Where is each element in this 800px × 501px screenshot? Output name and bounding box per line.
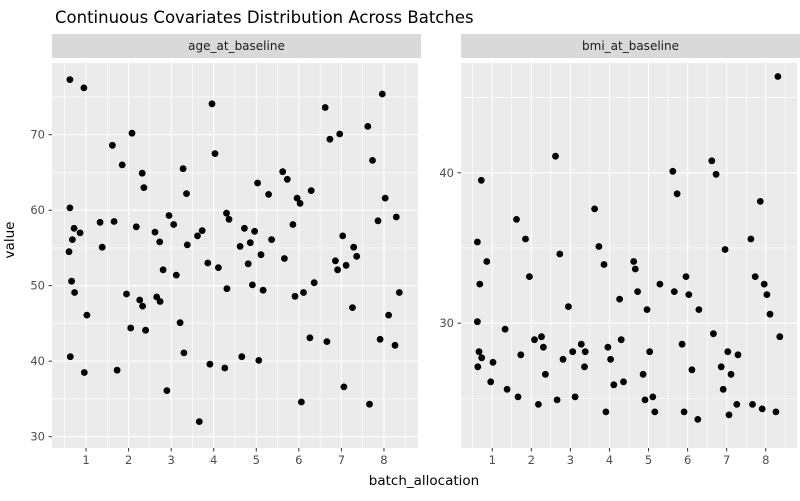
x-axis-label: batch_allocation: [368, 473, 480, 489]
svg-text:1: 1: [489, 453, 496, 467]
facet-strip-bmi-label: bmi_at_baseline: [582, 39, 679, 53]
scatter-panel-age: 1 2 3 4 5 6 7 8 30 40 50 60 70: [30, 63, 418, 467]
facet-bmi: bmi_at_baseline 1 2 3 4 5 6 7 8 30 40: [431, 34, 800, 470]
svg-text:60: 60: [30, 203, 45, 217]
svg-text:3: 3: [167, 453, 174, 467]
svg-text:4: 4: [606, 453, 613, 467]
svg-text:7: 7: [338, 453, 345, 467]
y-axis-label: value: [2, 221, 18, 259]
svg-text:2: 2: [125, 453, 132, 467]
svg-text:8: 8: [762, 453, 769, 467]
svg-text:30: 30: [30, 430, 45, 444]
svg-text:4: 4: [210, 453, 217, 467]
svg-text:8: 8: [380, 453, 387, 467]
svg-text:6: 6: [684, 453, 691, 467]
svg-text:6: 6: [295, 453, 302, 467]
svg-text:5: 5: [645, 453, 652, 467]
facet-grid: value age_at_baseline 1 2 3 4 5 6 7 8 30 40 50 60 70…: [0, 34, 800, 472]
facet-strip-age: age_at_baseline: [52, 34, 421, 58]
svg-text:5: 5: [253, 453, 260, 467]
svg-text:40: 40: [439, 166, 454, 180]
svg-text:3: 3: [567, 453, 574, 467]
page-title: Continuous Covariates Distribution Acros…: [55, 8, 474, 27]
facet-age: age_at_baseline 1 2 3 4 5 6 7 8 30 40 50 60 70: [22, 34, 421, 470]
facet-strip-age-label: age_at_baseline: [188, 39, 285, 53]
svg-text:30: 30: [439, 316, 454, 330]
svg-text:2: 2: [528, 453, 535, 467]
facet-strip-bmi: bmi_at_baseline: [461, 34, 800, 58]
svg-text:50: 50: [30, 279, 45, 293]
svg-text:1: 1: [82, 453, 89, 467]
svg-text:40: 40: [30, 354, 45, 368]
scatter-panel-bmi: 1 2 3 4 5 6 7 8 30 40: [439, 63, 797, 467]
svg-text:70: 70: [30, 128, 45, 142]
svg-text:7: 7: [723, 453, 730, 467]
